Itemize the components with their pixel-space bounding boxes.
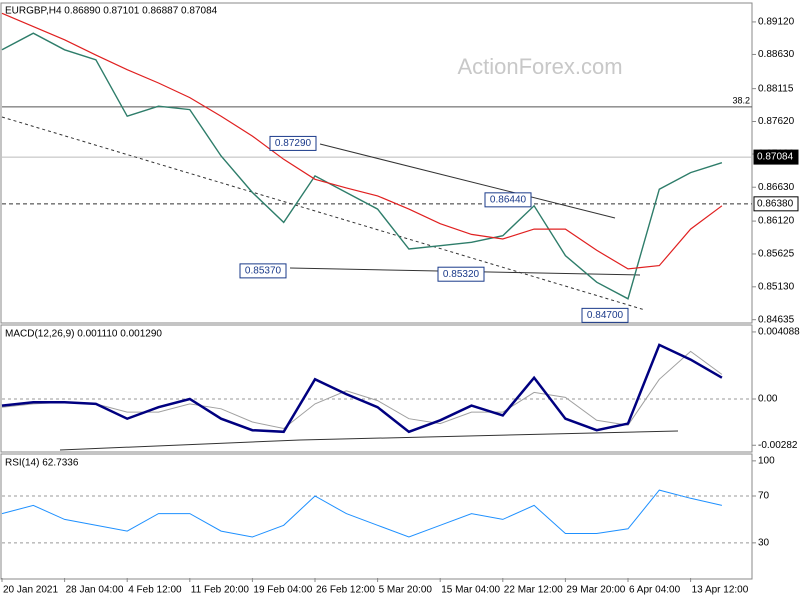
x-tick-label: 4 Feb 12:00 <box>128 585 182 596</box>
y-tick-label: 0.86120 <box>758 216 795 227</box>
x-tick-label: 15 Mar 04:00 <box>441 585 500 596</box>
x-tick-label: 6 Apr 04:00 <box>629 585 681 596</box>
last-price-label: 0.87084 <box>757 152 794 163</box>
price-line <box>1 32 723 300</box>
rsi-panel <box>0 453 753 580</box>
rsi-line <box>1 489 723 538</box>
y-tick-label: 0.88630 <box>758 49 795 60</box>
y-tick-label: -0.00282 <box>758 440 798 451</box>
x-tick-label: 26 Feb 12:00 <box>316 585 375 596</box>
y-tick-label: 0.87620 <box>758 116 795 127</box>
annotation: 0.84700 <box>587 310 624 321</box>
annotation: 0.87290 <box>275 138 312 149</box>
trendline <box>59 439 301 451</box>
y-tick-label: 30 <box>758 537 770 548</box>
y-tick-label: 0.85625 <box>758 249 795 260</box>
y-tick-label: 0.88115 <box>758 83 794 94</box>
price-panel <box>0 2 753 324</box>
y-tick-label: 0.84635 <box>758 314 795 325</box>
last-price-box <box>753 149 799 165</box>
rsi-title: RSI(14) 62.7336 <box>5 458 79 469</box>
x-tick-label: 19 Feb 04:00 <box>253 585 312 596</box>
annotation-box <box>437 266 485 282</box>
macd-panel <box>0 324 753 453</box>
x-tick-label: 11 Feb 20:00 <box>191 585 250 596</box>
macd-title: MACD(12,26,9) 0.001110 0.001290 <box>5 329 162 340</box>
fib-label: 38.2 <box>732 95 750 105</box>
annotation-box <box>239 263 287 279</box>
trendline <box>1 116 646 311</box>
annotation-box <box>269 135 317 151</box>
annotation-box <box>484 192 532 208</box>
y-tick-label: 0.00 <box>758 394 778 405</box>
annotation: 0.85320 <box>443 269 480 280</box>
x-tick-label: 5 Mar 20:00 <box>379 585 433 596</box>
y-tick-label: 0.89120 <box>758 17 795 28</box>
moving-average <box>1 12 723 270</box>
annotation: 0.86440 <box>490 194 527 205</box>
x-tick-label: 29 Mar 20:00 <box>566 585 625 596</box>
x-tick-label: 13 Apr 12:00 <box>692 585 749 596</box>
trendline <box>299 430 679 441</box>
annotation: 0.85370 <box>245 266 282 277</box>
watermark: ActionForex.com <box>457 54 622 79</box>
level-label: 0.86380 <box>757 198 794 209</box>
price-title: EURGBP,H4 0.86890 0.87101 0.86887 0.8708… <box>5 6 218 17</box>
x-tick-label: 20 Jan 2021 <box>3 585 58 596</box>
y-tick-label: 100 <box>758 455 775 466</box>
y-tick-label: 70 <box>758 491 770 502</box>
y-tick-label: 0.85130 <box>758 281 795 292</box>
level-box <box>753 196 799 212</box>
trendline <box>319 143 616 219</box>
macd-line <box>1 343 723 434</box>
x-tick-label: 22 Mar 12:00 <box>504 585 563 596</box>
annotation-box <box>581 307 629 323</box>
x-tick-label: 28 Jan 04:00 <box>66 585 124 596</box>
y-tick-label: 0.86630 <box>758 182 795 193</box>
signal-line <box>1 350 723 430</box>
y-tick-label: 0.004088 <box>758 327 800 338</box>
